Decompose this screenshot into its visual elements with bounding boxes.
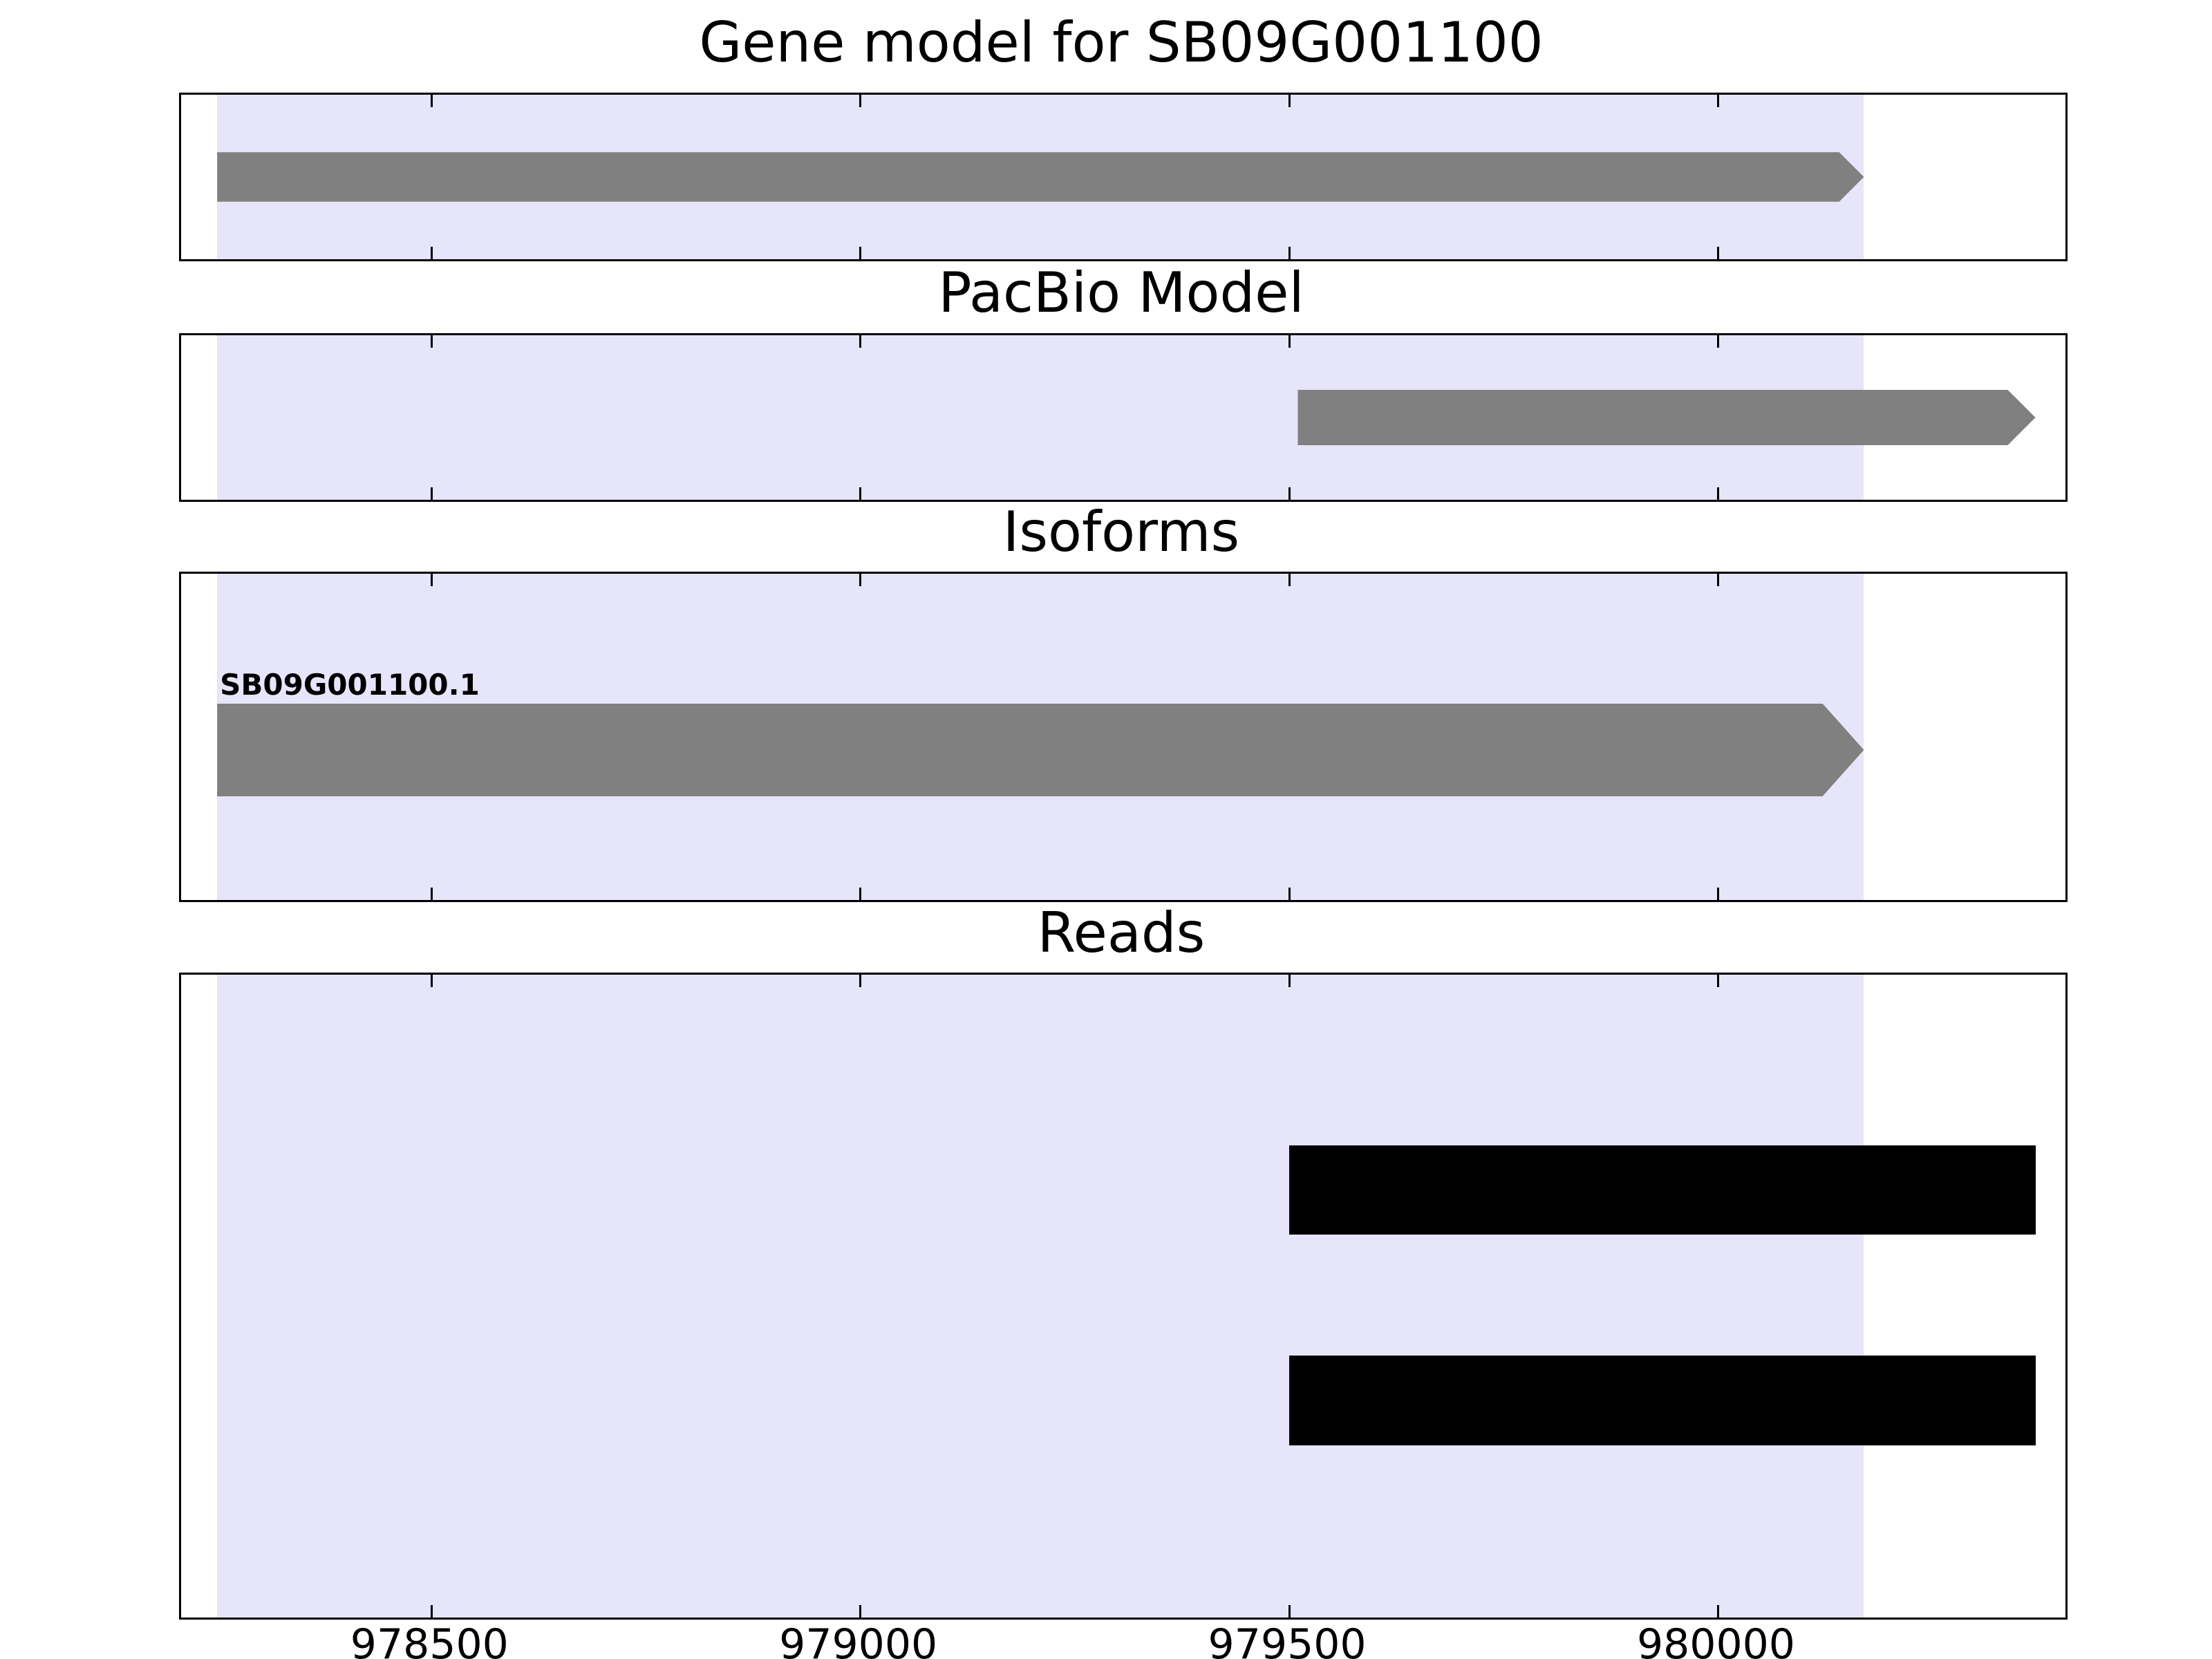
isoform-arrow: [217, 703, 1864, 797]
read-bar: [1289, 1145, 2036, 1235]
axis-tick: [859, 335, 862, 348]
axis-tick: [430, 487, 433, 500]
axis-tick: [1716, 1605, 1719, 1618]
axis-tick: [430, 574, 433, 586]
pacbio-model-arrow: [1297, 389, 2036, 446]
axis-tick: [1716, 335, 1719, 348]
axis-tick: [1288, 574, 1291, 586]
x-axis-tick-label: 979500: [1208, 1620, 1367, 1659]
axis-tick: [859, 975, 862, 987]
axis-tick: [1288, 975, 1291, 987]
axis-tick: [430, 975, 433, 987]
axis-tick: [859, 247, 862, 259]
panel-gene-model: [179, 93, 2068, 261]
x-axis-tick-label: 980000: [1636, 1620, 1795, 1659]
axis-tick: [430, 888, 433, 900]
read-bar: [1289, 1355, 2036, 1445]
panel-title-pacbio-model: PacBio Model: [938, 261, 1304, 325]
axis-tick: [1716, 247, 1719, 259]
axis-tick: [1716, 95, 1719, 107]
highlight-region: [217, 975, 1864, 1618]
axis-tick: [1716, 574, 1719, 586]
axis-tick: [1288, 335, 1291, 348]
panel-title-gene-model: Gene model for SB09G001100: [699, 10, 1544, 75]
axis-tick: [430, 247, 433, 259]
x-axis-tick-label: 978500: [350, 1620, 509, 1659]
panel-reads: [179, 973, 2068, 1620]
axis-tick: [1288, 247, 1291, 259]
axis-tick: [859, 1605, 862, 1618]
axis-tick: [1288, 95, 1291, 107]
axis-tick: [859, 888, 862, 900]
x-axis-labels: 978500 979000 979500 980000: [179, 1620, 2063, 1659]
axis-tick: [1716, 888, 1719, 900]
axis-tick: [430, 335, 433, 348]
axis-tick: [859, 95, 862, 107]
panel-isoforms: SB09G001100.1: [179, 572, 2068, 902]
x-axis-tick-label: 979000: [779, 1620, 938, 1659]
axis-tick: [1716, 975, 1719, 987]
axis-tick: [859, 487, 862, 500]
axis-tick: [430, 1605, 433, 1618]
axis-tick: [430, 95, 433, 107]
axis-tick: [1288, 888, 1291, 900]
gene-model-arrow: [217, 152, 1864, 202]
axis-tick: [1288, 487, 1291, 500]
panel-pacbio-model: [179, 333, 2068, 502]
axis-tick: [859, 574, 862, 586]
isoform-label: SB09G001100.1: [220, 667, 480, 702]
axis-tick: [1288, 1605, 1291, 1618]
panel-title-reads: Reads: [1037, 901, 1206, 965]
panel-title-isoforms: Isoforms: [1002, 500, 1240, 564]
axis-tick: [1716, 487, 1719, 500]
